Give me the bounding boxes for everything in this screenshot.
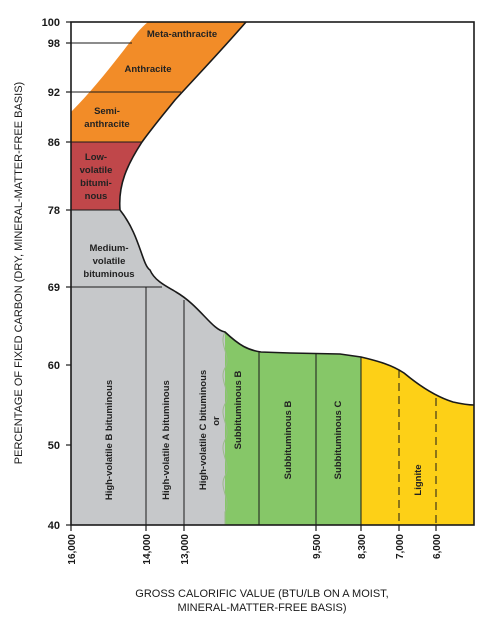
lignite-label: Lignite: [413, 464, 424, 495]
y-tick-label: 86: [48, 137, 60, 149]
y-tick-label: 69: [48, 282, 60, 294]
meta-anthracite-label: Meta-anthracite: [147, 29, 217, 40]
lignite-region: [361, 357, 474, 525]
y-tick-label: 92: [48, 87, 60, 99]
y-axis-title: PERCENTAGE OF FIXED CARBON (DRY, MINERAL…: [13, 82, 25, 464]
y-tick-label: 40: [48, 520, 60, 532]
x-tick-label: 16,000: [67, 534, 78, 565]
high-volatile-b-label: High-volatile B bituminous: [104, 380, 115, 500]
or-label: or: [211, 416, 222, 426]
medium-volatile-label: volatile: [93, 256, 126, 267]
x-tick-label: 14,000: [142, 534, 153, 565]
rank-boundary-curve: [118, 21, 475, 406]
x-axis-title-line1: GROSS CALORIFIC VALUE (BTU/LB ON A MOIST…: [135, 588, 388, 600]
bituminous-region: [71, 210, 225, 525]
lignite-dashed-boundaries: [398, 370, 437, 525]
y-tick-label: 100: [42, 17, 60, 29]
subbituminous-b-label: Subbituminous B: [283, 401, 294, 480]
anthracite-region: [71, 22, 246, 142]
anthracite-label: Anthracite: [125, 64, 172, 75]
x-tick-label: 6,000: [432, 534, 443, 559]
low-volatile-label: nous: [85, 191, 108, 202]
semi-anthracite-label: anthracite: [84, 119, 129, 130]
y-tick-marks: [66, 21, 71, 526]
y-tick-label: 98: [48, 38, 60, 50]
subbituminous-a-label: Subbituminous B: [233, 371, 244, 450]
medium-volatile-label: bituminous: [83, 269, 134, 280]
calorific-boundaries: [145, 287, 362, 525]
medium-volatile-label: Medium-: [89, 243, 128, 254]
wavy-boundary: [222, 331, 228, 525]
x-tick-label: 9,500: [312, 534, 323, 559]
semi-anthracite-label: Semi-: [94, 106, 120, 117]
x-tick-marks: [70, 525, 437, 531]
y-tick-label: 78: [48, 205, 60, 217]
x-axis-title-line2: MINERAL-MATTER-FREE BASIS): [177, 602, 346, 614]
low-volatile-label: bitumi-: [80, 178, 112, 189]
low-volatile-region: [71, 142, 142, 210]
plot-frame: [70, 21, 475, 526]
low-volatile-label: Low-: [85, 152, 107, 163]
y-tick-label: 60: [48, 360, 60, 372]
x-tick-label: 8,300: [357, 534, 368, 559]
x-tick-label: 7,000: [395, 534, 406, 559]
x-tick-label: 13,000: [180, 534, 191, 565]
low-volatile-label: volatile: [80, 165, 113, 176]
subbituminous-c-label: Subbituminous C: [333, 401, 344, 480]
high-volatile-a-label: High-volatile A bituminous: [161, 380, 172, 500]
high-volatile-c-label: High-volatile C bituminous: [198, 370, 209, 490]
rank-boundaries: [71, 42, 181, 288]
y-tick-label: 50: [48, 440, 60, 452]
